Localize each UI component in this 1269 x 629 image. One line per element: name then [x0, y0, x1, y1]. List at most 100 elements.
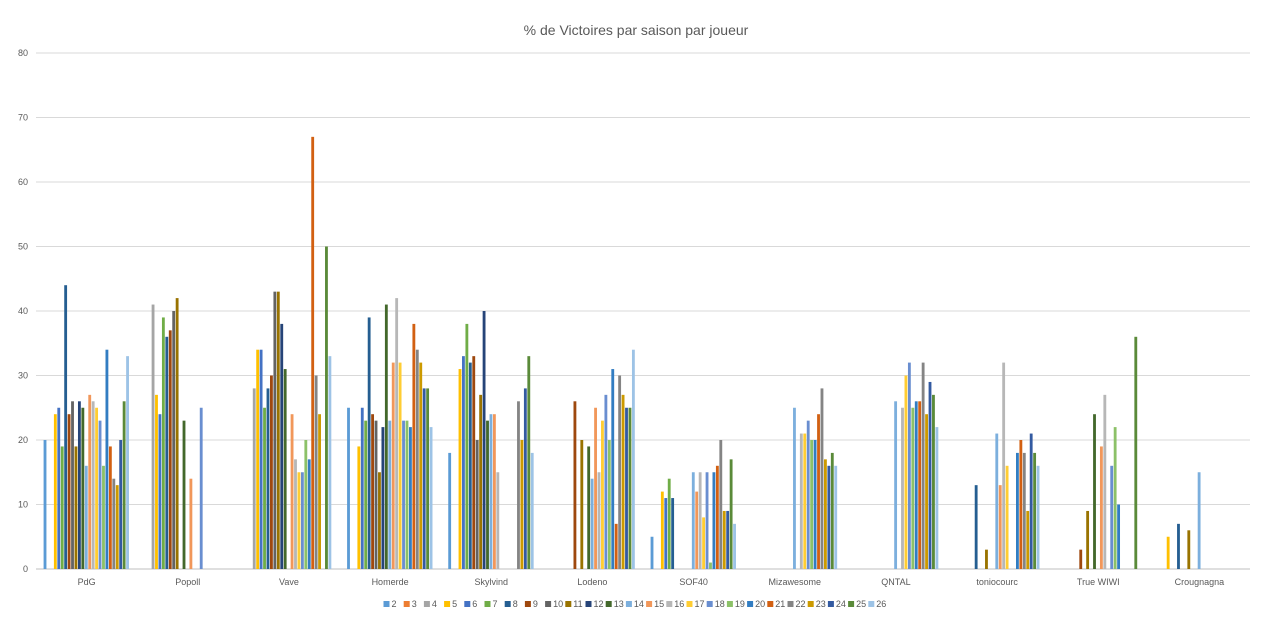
bar: [921, 362, 925, 569]
bar: [60, 446, 64, 569]
bar: [628, 407, 632, 569]
y-tick-label: 10: [18, 500, 28, 510]
legend-swatch: [686, 601, 693, 607]
bar: [472, 356, 476, 569]
bar: [590, 478, 594, 569]
bar: [650, 536, 654, 569]
legend-label: 7: [493, 599, 498, 609]
bar: [276, 291, 280, 569]
bar: [468, 362, 472, 569]
bar: [422, 388, 426, 569]
bar: [1002, 362, 1006, 569]
legend-swatch: [545, 601, 552, 607]
bar: [158, 414, 162, 569]
bar: [1099, 446, 1103, 569]
x-tick-label: Skylvind: [474, 577, 508, 587]
bar: [715, 465, 719, 569]
legend-swatch: [827, 601, 834, 607]
bar: [799, 433, 803, 569]
legend-label: 20: [755, 599, 765, 609]
bar: [985, 549, 988, 569]
bar: [172, 311, 176, 569]
x-tick-label: Vave: [279, 577, 299, 587]
legend-label: 14: [634, 599, 644, 609]
legend-swatch: [403, 601, 410, 607]
bar: [1113, 427, 1117, 569]
bar: [95, 407, 99, 569]
bar: [604, 394, 608, 569]
bar: [74, 446, 78, 569]
bar: [594, 407, 597, 569]
bar: [381, 427, 385, 569]
bar: [614, 523, 618, 569]
bar: [314, 375, 318, 569]
bar: [64, 285, 68, 569]
bar: [77, 401, 81, 569]
legend-swatch: [726, 601, 733, 607]
bar: [81, 407, 85, 569]
bar: [810, 440, 814, 569]
bar: [378, 472, 381, 569]
bar: [995, 433, 999, 569]
bar: [712, 472, 716, 569]
bar: [256, 349, 260, 569]
legend-swatch: [423, 601, 430, 607]
bar: [290, 414, 294, 569]
bar: [489, 414, 493, 569]
bar: [266, 388, 270, 569]
bar: [325, 246, 328, 569]
bar: [695, 491, 699, 569]
x-tick-label: Mizawesome: [768, 577, 821, 587]
bar: [283, 369, 287, 569]
bar: [84, 465, 88, 569]
bar: [621, 394, 625, 569]
bar: [479, 394, 483, 569]
bar: [631, 349, 635, 569]
bar: [1026, 510, 1030, 569]
bar: [43, 440, 47, 569]
legend-label: 23: [816, 599, 826, 609]
y-axis: 0 10 20 30 40 50 60 70 80: [18, 48, 28, 574]
bar: [71, 401, 74, 569]
bar: [391, 362, 395, 569]
bar: [367, 317, 371, 569]
bar: [705, 472, 709, 569]
bar: [465, 323, 469, 569]
gridlines: [36, 52, 1250, 570]
bar: [53, 414, 57, 569]
bar: [601, 420, 604, 569]
bar: [1166, 536, 1170, 569]
bar: [475, 440, 479, 569]
bar: [496, 472, 500, 569]
y-tick-label: 80: [18, 48, 28, 58]
legend-label: 11: [573, 599, 582, 609]
bar: [395, 298, 399, 569]
legend-swatch: [868, 601, 875, 607]
legend-label: 10: [553, 599, 563, 609]
legend-label: 12: [594, 599, 604, 609]
x-tick-label: True WIWI: [1077, 577, 1120, 587]
bar: [426, 388, 430, 569]
bar: [122, 401, 126, 569]
bar: [618, 375, 622, 569]
legend-swatch: [625, 601, 632, 607]
legend-label: 5: [452, 599, 457, 609]
legend-swatch: [504, 601, 511, 607]
bar: [304, 440, 308, 569]
bar: [398, 362, 402, 569]
bar: [671, 498, 675, 569]
legend-label: 26: [876, 599, 886, 609]
bar: [974, 485, 978, 569]
bar: [820, 388, 824, 569]
bar: [611, 369, 615, 569]
bar: [161, 317, 165, 569]
bar: [405, 420, 409, 569]
bar: [726, 510, 730, 569]
bar: [935, 427, 939, 569]
bar: [698, 472, 702, 569]
bar: [1134, 336, 1138, 569]
bar: [573, 401, 577, 569]
bar: [517, 401, 520, 569]
bar: [297, 472, 301, 569]
legend-label: 16: [674, 599, 684, 609]
